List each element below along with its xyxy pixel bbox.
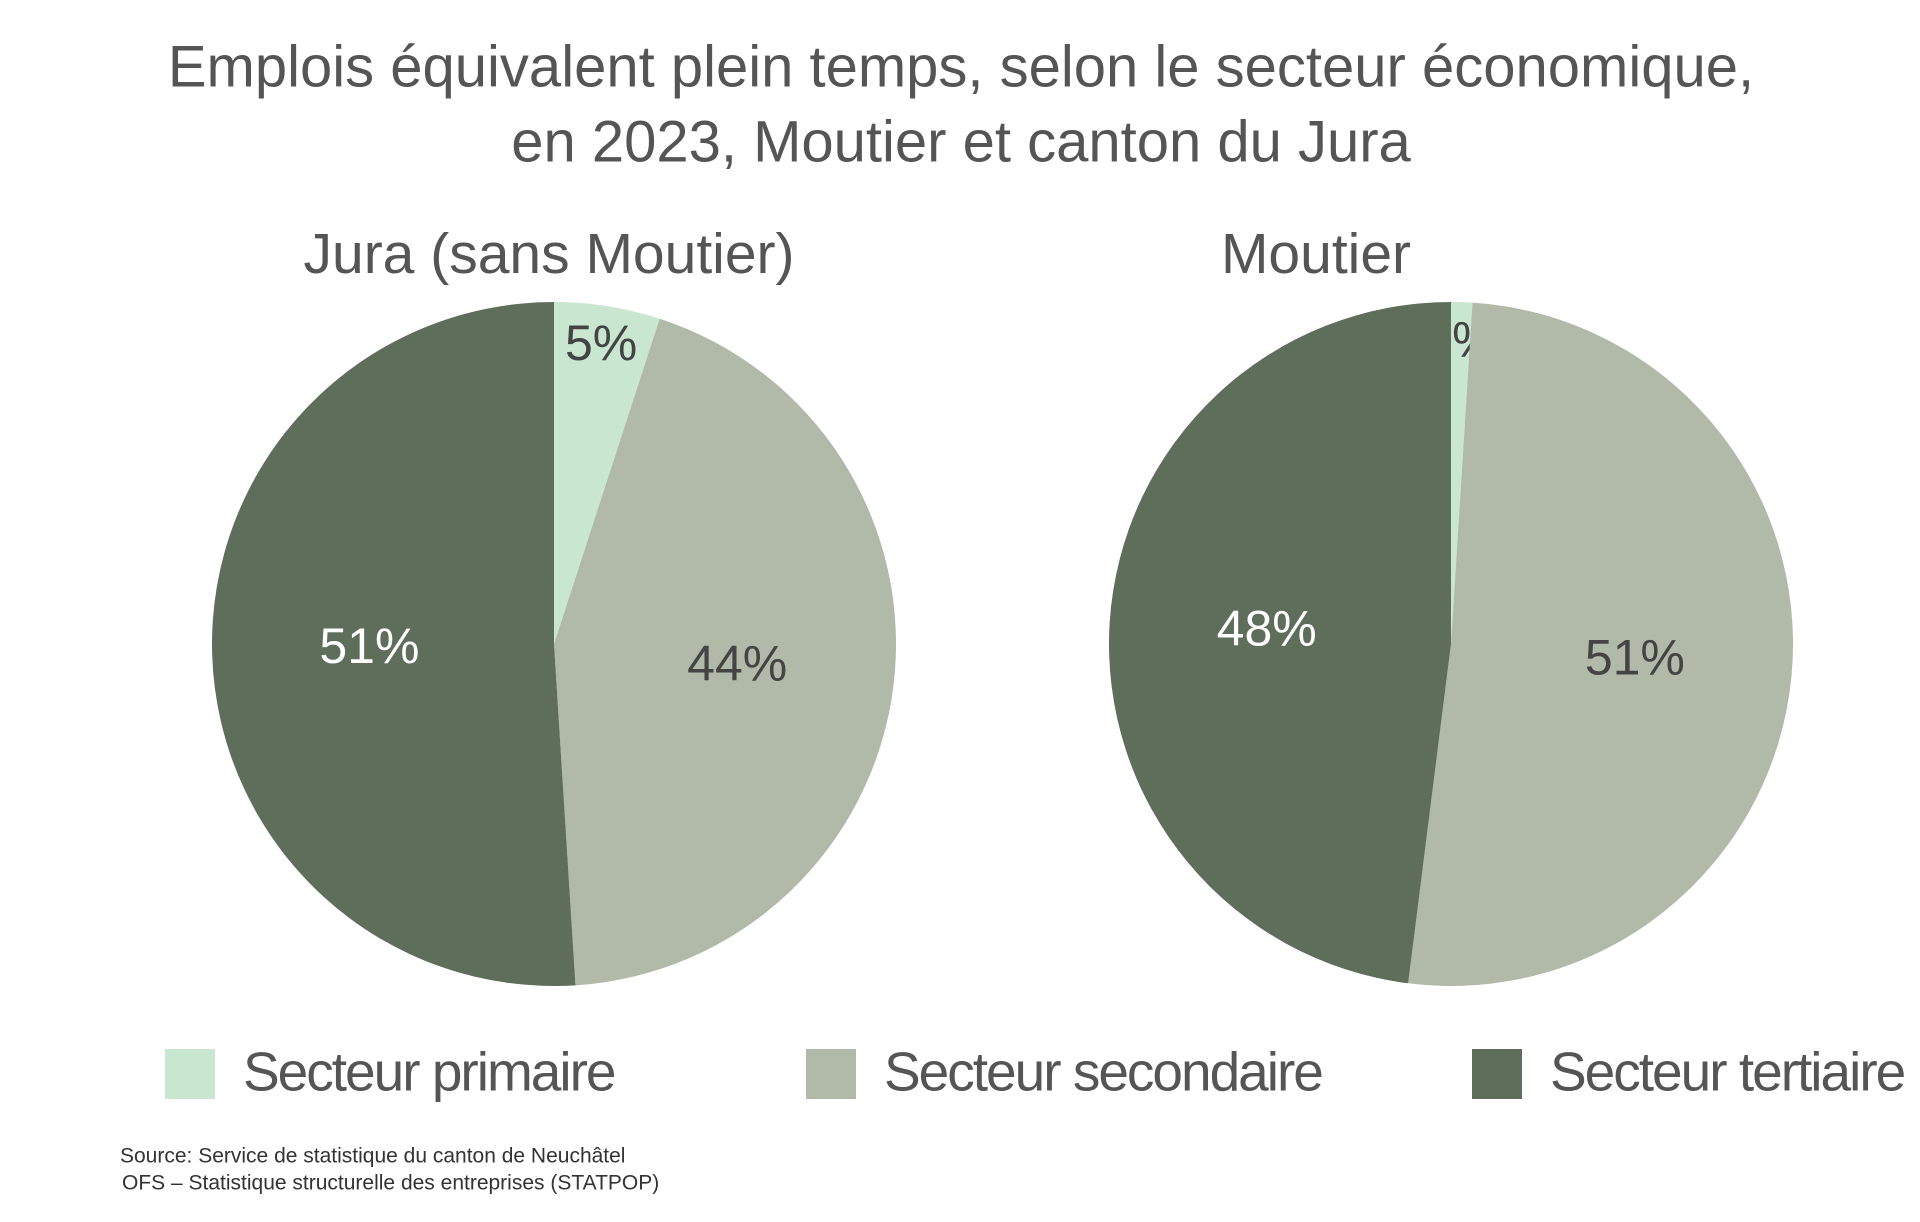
legend-label: Secteur primaire <box>243 1041 615 1103</box>
data-label: 51% <box>1585 630 1685 686</box>
data-label: 48% <box>1217 601 1317 657</box>
pie-slice <box>212 302 576 986</box>
pie-slice <box>1451 302 1473 644</box>
legend-label: Secteur tertiaire <box>1550 1041 1905 1103</box>
pie-slice <box>554 318 897 986</box>
source: Source: Service de statistique du canton… <box>120 1145 625 1168</box>
pie-slice <box>554 302 660 644</box>
legend-swatch <box>1472 1049 1522 1099</box>
chart-title: en 2023, Moutier et canton du Jura <box>511 109 1411 174</box>
pie-slice <box>1408 302 1794 986</box>
source: OFS – Statistique structurelle des entre… <box>122 1172 659 1195</box>
data-label: 51% <box>319 618 419 674</box>
data-label: 5% <box>565 315 637 371</box>
legend-swatch <box>806 1049 856 1099</box>
pie-title: Jura (sans Moutier) <box>304 222 795 286</box>
pie-title: Moutier <box>1221 222 1411 286</box>
data-label: 44% <box>687 635 787 691</box>
pie-slice <box>1108 302 1451 984</box>
legend-swatch <box>165 1049 215 1099</box>
chart-title: Emplois équivalent plein temps, selon le… <box>168 34 1754 99</box>
legend-label: Secteur secondaire <box>884 1041 1322 1103</box>
